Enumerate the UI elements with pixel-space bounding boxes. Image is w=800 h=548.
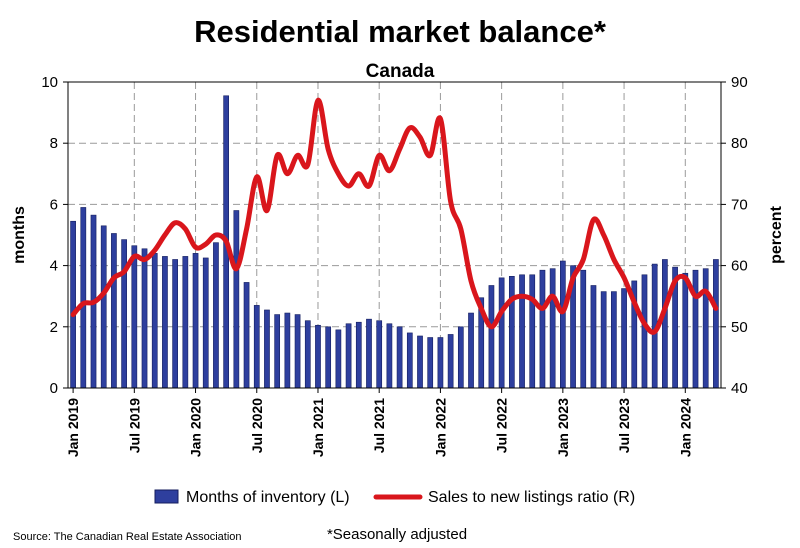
sales-to-new-listings-line xyxy=(70,97,719,335)
inventory-bar xyxy=(611,291,617,389)
inventory-bar xyxy=(162,256,168,389)
x-tick-label: Jan 2022 xyxy=(432,398,448,457)
inventory-bar xyxy=(600,291,607,389)
inventory-bar xyxy=(325,326,332,389)
inventory-bar xyxy=(304,320,311,389)
inventory-bar xyxy=(355,321,362,389)
x-tick-label: Jul 2021 xyxy=(371,398,387,453)
inventory-bar xyxy=(488,285,495,389)
y-left-tick-label: 2 xyxy=(50,319,58,336)
inventory-bar xyxy=(315,324,321,389)
inventory-bar xyxy=(345,323,352,389)
inventory-bar xyxy=(264,309,270,389)
legend-inventory: Months of inventory (L) xyxy=(186,489,350,506)
inventory-bar xyxy=(284,312,291,389)
inventory-bars xyxy=(70,95,719,389)
y-right-tick-label: 80 xyxy=(731,135,748,152)
inventory-bar xyxy=(131,245,138,389)
source-note: Source: The Canadian Real Estate Associa… xyxy=(13,531,242,543)
chart-subtitle: Canada xyxy=(366,61,435,82)
axis-ticks: 0 40 2 50 4 60 6 70 8 80 10 90 Jan 2019 Jul 2019 Jan 2… xyxy=(41,74,747,457)
inventory-bar xyxy=(111,233,117,389)
x-tick-label: Jul 2019 xyxy=(126,398,142,453)
chart-title: Residential market balance* xyxy=(194,14,607,49)
inventory-bar xyxy=(100,225,107,389)
inventory-bar xyxy=(253,305,260,389)
inventory-bar xyxy=(70,220,76,389)
inventory-bar xyxy=(182,256,189,389)
x-tick-label: Jan 2020 xyxy=(188,398,204,457)
inventory-bar xyxy=(386,323,393,389)
inventory-bar xyxy=(427,337,434,389)
inventory-bar xyxy=(580,269,587,389)
inventory-bar xyxy=(519,274,525,389)
legend-ratio: Sales to new listings ratio (R) xyxy=(428,489,635,506)
inventory-bar xyxy=(243,282,250,389)
inventory-bar xyxy=(692,269,699,389)
inventory-bar xyxy=(335,329,342,389)
y-right-tick-label: 90 xyxy=(731,74,748,91)
legend-bar-swatch xyxy=(154,489,179,504)
y-right-tick-label: 40 xyxy=(731,380,748,397)
x-tick-label: Jan 2023 xyxy=(555,398,571,457)
y-left-tick-label: 10 xyxy=(41,74,58,91)
inventory-bar xyxy=(590,285,597,389)
inventory-bar xyxy=(437,337,444,389)
x-tick-label: Jul 2022 xyxy=(494,398,510,453)
y-right-tick-label: 60 xyxy=(731,258,748,275)
inventory-bar xyxy=(376,320,383,389)
inventory-bar xyxy=(508,276,515,389)
plot-frame xyxy=(67,81,722,389)
inventory-bar xyxy=(468,312,474,389)
inventory-bar xyxy=(406,332,413,389)
y-right-tick-label: 50 xyxy=(731,319,748,336)
inventory-bar xyxy=(621,288,627,389)
inventory-bar xyxy=(549,268,556,389)
inventory-bar xyxy=(529,274,536,389)
y-left-tick-label: 6 xyxy=(50,196,58,213)
inventory-bar xyxy=(498,277,505,389)
inventory-bar xyxy=(560,260,566,389)
x-tick-label: Jul 2020 xyxy=(249,398,265,453)
y-right-tick-label: 70 xyxy=(731,196,748,213)
inventory-bar xyxy=(192,253,199,389)
y-axis-left-label: months xyxy=(11,206,28,264)
inventory-bar xyxy=(702,268,709,389)
inventory-bar xyxy=(396,326,403,389)
inventory-bar xyxy=(366,318,372,389)
y-left-tick-label: 4 xyxy=(50,258,58,275)
x-tick-label: Jan 2021 xyxy=(310,398,326,457)
inventory-bar xyxy=(121,239,127,389)
inventory-bar xyxy=(294,314,301,389)
y-axis-right-label: percent xyxy=(768,205,785,263)
x-tick-label: Jan 2024 xyxy=(677,398,693,457)
inventory-bar xyxy=(141,248,148,389)
inventory-bar xyxy=(274,314,281,389)
inventory-bar xyxy=(447,334,454,389)
inventory-bar xyxy=(417,335,423,389)
inventory-bar xyxy=(202,257,209,389)
inventory-bar xyxy=(151,253,158,389)
inventory-bar xyxy=(682,272,689,389)
x-tick-label: Jan 2019 xyxy=(65,398,81,457)
inventory-bar xyxy=(213,242,219,389)
inventory-bar xyxy=(713,259,719,389)
inventory-bar xyxy=(233,210,240,389)
x-tick-label: Jul 2023 xyxy=(616,398,632,453)
seasonal-note: *Seasonally adjusted xyxy=(327,526,467,543)
inventory-bar xyxy=(457,326,464,389)
inventory-bar xyxy=(539,269,546,389)
y-left-tick-label: 8 xyxy=(50,135,58,152)
inventory-bar xyxy=(641,274,648,389)
inventory-bar xyxy=(80,207,87,389)
inventory-bar xyxy=(662,259,668,389)
y-left-tick-label: 0 xyxy=(50,380,58,397)
inventory-bar xyxy=(172,259,178,389)
